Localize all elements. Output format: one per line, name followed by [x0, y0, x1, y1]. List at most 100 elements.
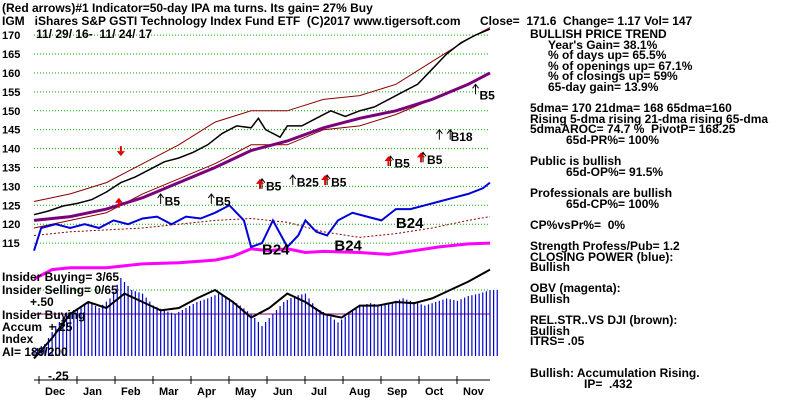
summary-line: Strength Profess/Pub= 1.2 [530, 239, 680, 253]
summary-line: BULLISH PRICE TREND [530, 27, 667, 41]
up-arrow-head-9 [472, 83, 479, 89]
price-line [33, 28, 491, 216]
insider-buying-label: Insider Buying= 3/65 [2, 270, 120, 284]
insider-buying-label-2: Insider Buying [2, 308, 86, 322]
summary-line: Bullish [530, 292, 571, 306]
price-axis: 115 120 125 130 135 140 145 150 155 160 165 170 [2, 30, 20, 250]
summary-line: 65d-PR%= 100% [566, 133, 660, 147]
summary-line: Year's Gain= 38.1% [548, 37, 658, 52]
x-tick-apr: Apr [197, 386, 217, 398]
y-tick-135: 135 [2, 162, 20, 174]
x-tick-nov: Nov [463, 386, 485, 398]
accumulation-panel [33, 268, 498, 360]
signal-label-6: B5 [427, 153, 443, 167]
summary-line: Rising 5-dma rising 21-dma rising 65-dma [530, 111, 769, 126]
month-axis: Dec Jan Feb Mar Apr May Jun Jul Aug Sep Oct Nov [34, 376, 490, 398]
series-lines [33, 27, 491, 281]
accumulation-index-line [33, 268, 491, 360]
x-tick-jul: Jul [311, 386, 327, 398]
summary-line: REL.STR..VS DJI (brown): [530, 313, 678, 328]
date-range: 11/ 29/ 16- 11/ 24/ 17 [36, 27, 153, 41]
accum-plus50-label: +.50 [30, 295, 54, 309]
signal-label-3: B25 [297, 176, 319, 190]
y-tick-120: 120 [2, 219, 20, 231]
summary-line: CLOSING POWER (blue): [530, 249, 674, 264]
y-tick-140: 140 [2, 144, 20, 156]
closing-power-line [33, 181, 491, 252]
ma-65-line [33, 71, 491, 222]
price-gridlines [34, 34, 490, 244]
big-signal-label-0: B24 [262, 241, 290, 258]
insider-selling-label: Insider Selling= 0/65 [2, 283, 118, 297]
up-arrow-head-8 [446, 128, 454, 134]
summary-line: Bullish [530, 323, 571, 338]
x-tick-jan: Jan [83, 386, 102, 398]
y-tick-160: 160 [2, 68, 20, 80]
summary-line: Bullish [530, 260, 571, 275]
red-up-arrow-1 [256, 178, 264, 184]
x-tick-dec: Dec [45, 386, 65, 398]
signal-marks: B5 B5 B5 B25 B5 B5 B5 B18 B5 B24 B24 B24 [114, 83, 496, 258]
y-tick-125: 125 [2, 200, 20, 212]
summary-line: CP%vsPr%= 0% [530, 217, 626, 232]
big-signal-label-2: B24 [396, 215, 424, 232]
summary-line: % of closings up= 59% [548, 69, 678, 84]
signal-label-0: B5 [165, 195, 181, 209]
summary-line: % of days up= 65.5% [548, 48, 667, 63]
obv-line [33, 241, 491, 281]
x-tick-mar: Mar [159, 386, 179, 398]
signal-label-5: B5 [394, 157, 410, 171]
x-tick-jun: Jun [273, 386, 293, 398]
red-up-arrow-0 [114, 197, 123, 203]
red-up-arrow-2 [321, 175, 330, 181]
summary-line: 65d-CP%= 100% [566, 196, 660, 211]
red-down-arrow-0 [116, 151, 125, 157]
y-tick-145: 145 [2, 125, 20, 137]
accum-label: Accum +.25 [2, 320, 73, 334]
summary-line: 65d-OP%= 91.5% [566, 164, 664, 179]
signal-label-1: B5 [215, 195, 231, 209]
signal-label-7: B18 [451, 130, 473, 144]
rel-strength-line [33, 216, 491, 238]
indicator-note: (Red arrows)#1 Indicator=50-day IPA ma t… [2, 1, 373, 15]
big-signal-label-1: B24 [334, 238, 362, 255]
red-up-arrow-3 [384, 156, 393, 162]
x-tick-may: May [235, 386, 257, 398]
signal-label-8: B5 [480, 89, 496, 103]
lower-band-line [33, 72, 491, 229]
ai-label: AI= 189/200 [2, 345, 68, 359]
upper-band-line [33, 27, 491, 202]
up-arrow-head-3 [289, 174, 297, 180]
x-tick-feb: Feb [121, 386, 141, 398]
summary-line: 5dma= 170 21dma= 168 65dma=160 [530, 101, 732, 116]
signal-label-2: B5 [266, 179, 282, 193]
y-tick-150: 150 [2, 106, 20, 118]
x-tick-oct: Oct [425, 386, 444, 398]
x-tick-sep: Sep [387, 386, 407, 398]
y-tick-155: 155 [2, 87, 20, 99]
fund-title: IGM iShares S&P GSTI Technology Index Fu… [2, 14, 461, 28]
summary-line: Bullish: Accumulation Rising. [530, 366, 700, 381]
x-tick-aug: Aug [349, 386, 370, 398]
up-arrow-head-7 [435, 128, 443, 134]
up-arrow-head-1 [207, 193, 215, 199]
y-tick-130: 130 [2, 181, 20, 193]
y-tick-170: 170 [2, 30, 20, 42]
summary-line: 5dmaAROC= 74.7 % PivotP= 168.25 [530, 122, 736, 137]
summary-line: Professionals are bullish [530, 186, 673, 200]
summary-line: Public is bullish [530, 154, 622, 169]
up-arrow-head-0 [157, 193, 165, 199]
summary-line: 65-day gain= 13.9% [548, 80, 659, 94]
signal-label-4: B5 [331, 176, 347, 190]
summary-line: OBV (magenta): [530, 281, 621, 296]
summary-line: IP= .432 [584, 376, 633, 391]
y-tick-115: 115 [2, 238, 20, 250]
accum-minus25-label: -.25 [48, 369, 69, 383]
close-readout: Close= 171.6 Change= 1.17 Vol= 147 [480, 14, 693, 28]
red-up-arrow-4 [417, 152, 426, 158]
y-tick-165: 165 [2, 49, 20, 61]
summary-line: ITRS= .05 [530, 334, 585, 349]
summary-line: % of openings up= 67.1% [548, 58, 693, 73]
index-label: Index [2, 332, 34, 346]
